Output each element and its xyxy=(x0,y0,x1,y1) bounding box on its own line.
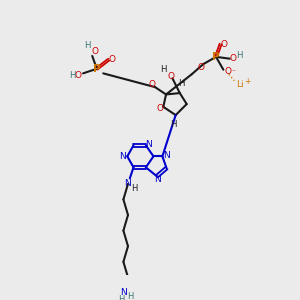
Text: Li: Li xyxy=(236,80,244,89)
Text: O: O xyxy=(198,63,205,72)
Text: O: O xyxy=(92,47,98,56)
Text: O: O xyxy=(75,71,82,80)
Text: O: O xyxy=(230,54,237,63)
Text: ⁻: ⁻ xyxy=(231,67,236,76)
Text: O: O xyxy=(149,80,156,89)
Text: P: P xyxy=(93,64,100,74)
Text: H: H xyxy=(131,184,138,193)
Text: H: H xyxy=(118,295,125,300)
Text: N: N xyxy=(163,151,170,160)
Text: +: + xyxy=(244,77,250,86)
Text: H: H xyxy=(84,41,91,50)
Text: O: O xyxy=(167,72,174,81)
Text: H: H xyxy=(69,71,75,80)
Text: H: H xyxy=(160,65,166,74)
Text: H: H xyxy=(178,80,185,88)
Text: H: H xyxy=(127,292,133,300)
Text: N: N xyxy=(154,176,161,184)
Text: O: O xyxy=(221,40,228,49)
Text: O: O xyxy=(109,55,116,64)
Text: H: H xyxy=(236,51,242,60)
Text: H: H xyxy=(171,120,177,129)
Text: N: N xyxy=(120,288,127,297)
Text: N: N xyxy=(124,179,131,188)
Text: O: O xyxy=(156,104,163,113)
Text: O: O xyxy=(224,67,231,76)
Text: N: N xyxy=(145,140,152,149)
Text: N: N xyxy=(119,152,126,161)
Text: P: P xyxy=(212,52,220,62)
